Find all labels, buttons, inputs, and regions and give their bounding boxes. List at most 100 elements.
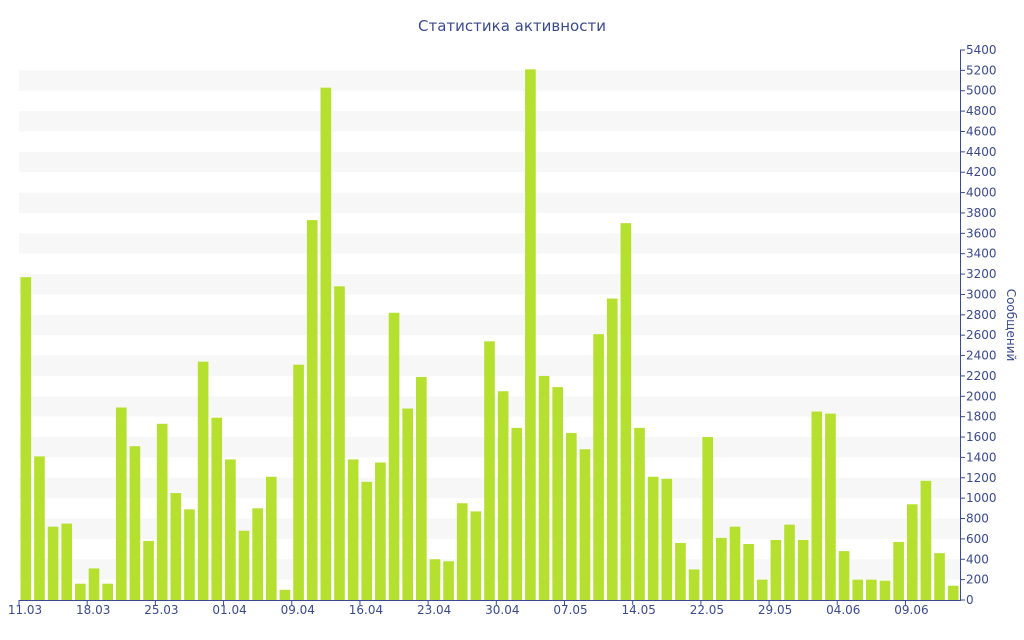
y-tick-label: 3000: [966, 287, 997, 301]
y-tick-label: 1200: [966, 471, 997, 485]
grid-band: [19, 192, 960, 213]
x-tick-label: 14.05: [622, 603, 656, 617]
bars: [20, 69, 959, 601]
bar: [279, 589, 291, 600]
bar: [743, 543, 754, 600]
bar: [184, 509, 195, 600]
bar: [47, 526, 59, 600]
bar: [756, 579, 768, 600]
bar: [170, 493, 182, 600]
x-tick-label: 04.06: [826, 603, 860, 617]
grid-band: [19, 274, 960, 295]
bar: [347, 459, 359, 600]
x-tick-label: 09.06: [894, 603, 928, 617]
y-tick-label: 4200: [966, 165, 997, 179]
bar: [293, 364, 304, 600]
y-axis-label: Сообщений: [1004, 289, 1018, 362]
bar: [838, 551, 850, 600]
y-tick-label: 2200: [966, 369, 997, 383]
bar: [61, 523, 73, 600]
y-tick-label: 2400: [966, 349, 997, 363]
bar: [34, 456, 45, 600]
x-tick-label: 11.03: [8, 603, 42, 617]
bar: [265, 476, 277, 600]
bar: [647, 476, 659, 600]
bar: [920, 480, 932, 600]
bar: [825, 413, 836, 600]
bar: [729, 526, 741, 600]
x-tick-label: 07.05: [553, 603, 587, 617]
bar: [879, 580, 891, 600]
bar: [566, 432, 577, 600]
bar: [306, 220, 318, 600]
bar: [811, 411, 823, 600]
bar: [620, 223, 632, 601]
y-tick-label: 5000: [966, 84, 997, 98]
bar: [593, 334, 604, 600]
bar: [934, 553, 945, 600]
x-axis: 11.03 18.03 25.03 01.04 09.04 16.04 23.04 30.04…: [8, 600, 929, 617]
bar: [797, 539, 809, 600]
bar: [893, 541, 904, 600]
bar: [320, 87, 332, 601]
x-tick-label: 29.05: [758, 603, 792, 617]
bar: [634, 427, 645, 600]
grid-band: [19, 70, 960, 91]
bar: [511, 427, 523, 600]
y-tick-label: 1800: [966, 410, 997, 424]
y-tick-label: 3200: [966, 267, 997, 281]
bar: [579, 449, 591, 600]
x-tick-label: 30.04: [485, 603, 519, 617]
x-tick-label: 25.03: [144, 603, 178, 617]
x-tick-label: 09.04: [281, 603, 315, 617]
bar: [866, 579, 877, 600]
bar: [143, 540, 154, 600]
x-tick-label: 01.04: [212, 603, 246, 617]
bar: [906, 504, 918, 600]
y-tick-label: 0: [966, 593, 974, 607]
x-tick-label: 23.04: [417, 603, 451, 617]
bar: [852, 579, 864, 600]
y-tick-label: 400: [966, 552, 989, 566]
bar: [525, 69, 536, 600]
bar: [661, 478, 673, 600]
y-tick-label: 3600: [966, 226, 997, 240]
y-tick-label: 2000: [966, 389, 997, 403]
bar: [484, 341, 495, 600]
bar: [129, 446, 141, 600]
bar: [361, 481, 373, 600]
bar: [784, 524, 795, 600]
bar: [334, 286, 345, 600]
grid-band: [19, 314, 960, 336]
x-tick-label: 18.03: [76, 603, 110, 617]
y-tick-label: 4800: [966, 104, 997, 118]
x-tick-label: 22.05: [690, 603, 724, 617]
y-axis: 0 200 400 600 800 1000 1200 1400 1600 1800 2000 220…: [960, 43, 997, 607]
bar: [402, 408, 413, 600]
y-tick-label: 1400: [966, 450, 997, 464]
bar: [443, 561, 454, 600]
y-tick-label: 3400: [966, 247, 997, 261]
x-tick-label: 16.04: [349, 603, 383, 617]
y-tick-label: 200: [966, 573, 989, 587]
bar: [115, 407, 127, 600]
bar: [252, 508, 263, 600]
bar: [702, 437, 714, 600]
y-tick-label: 800: [966, 512, 989, 526]
bar: [688, 569, 700, 600]
bar: [102, 583, 113, 600]
bar: [470, 511, 482, 600]
bar: [675, 542, 686, 600]
bar: [211, 417, 223, 600]
y-tick-label: 4400: [966, 145, 997, 159]
y-tick-label: 4000: [966, 186, 997, 200]
bar: [75, 583, 86, 600]
grid-band: [19, 233, 960, 254]
bar: [388, 312, 400, 600]
bar: [238, 530, 250, 600]
y-tick-label: 5200: [966, 63, 997, 77]
y-tick-label: 5400: [966, 43, 997, 57]
bar: [947, 585, 959, 600]
bar: [197, 361, 209, 600]
